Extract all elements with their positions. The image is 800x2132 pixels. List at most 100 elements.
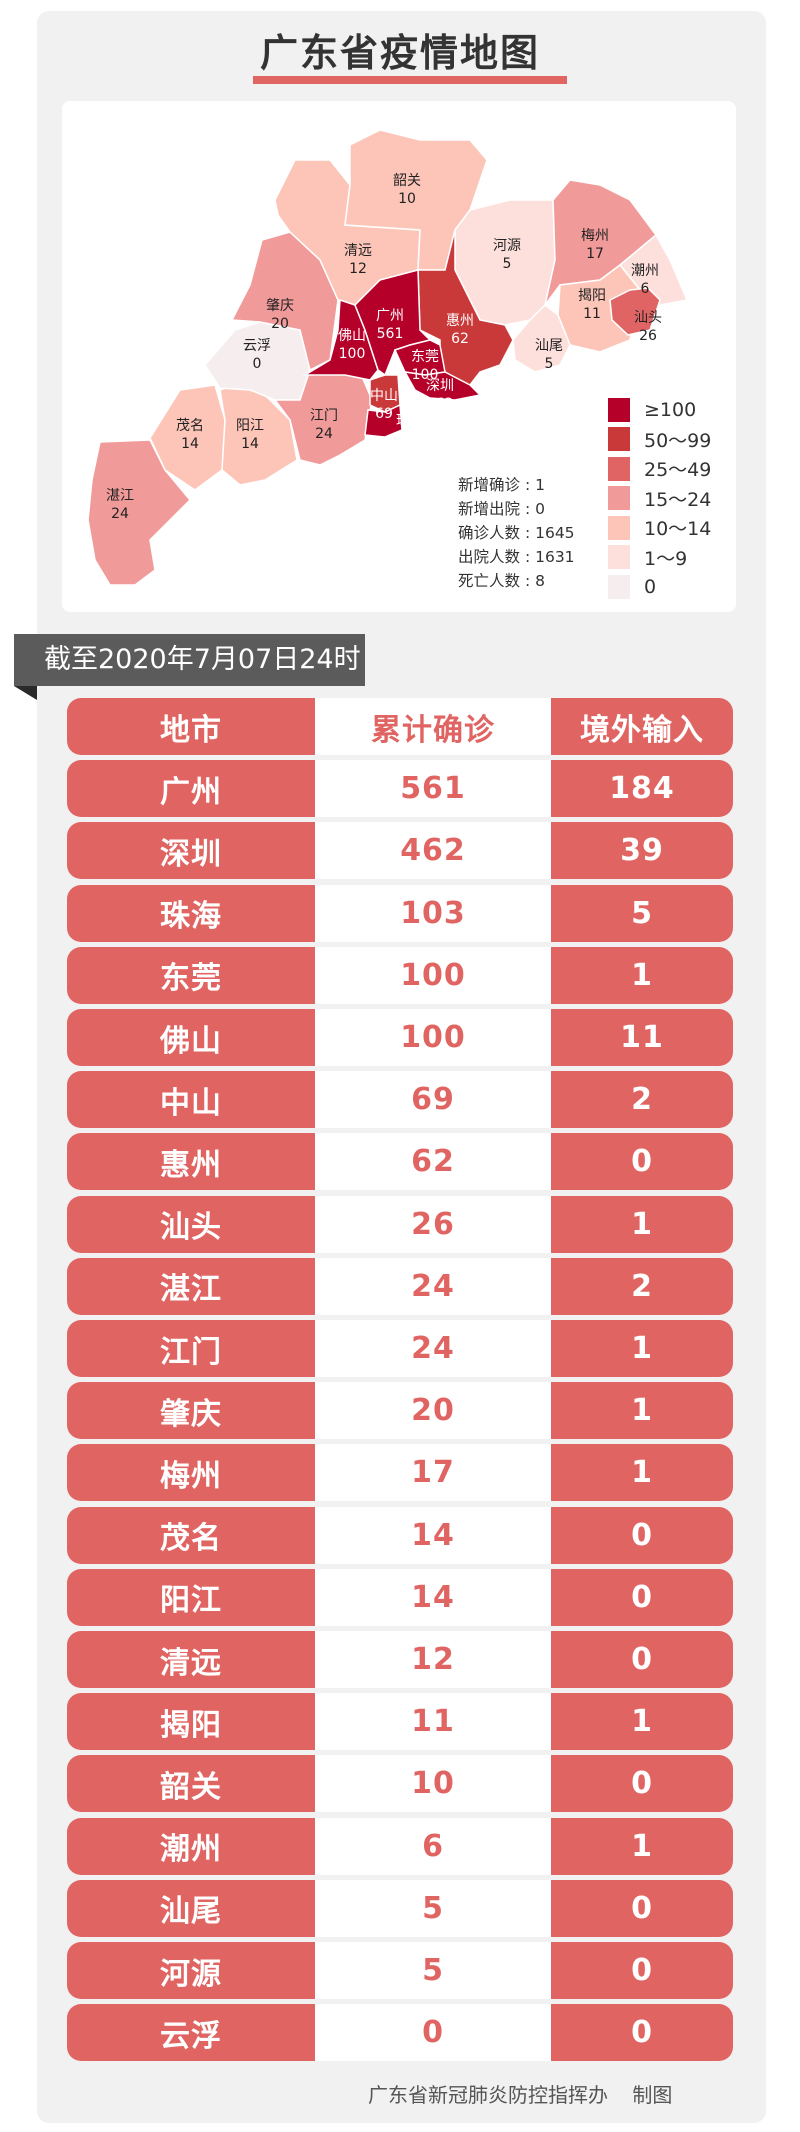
- stat-line: 死亡人数 : 8: [458, 572, 545, 590]
- map-region: [364, 403, 403, 438]
- city-cell: 佛山: [67, 1009, 315, 1066]
- title-underline: [253, 76, 567, 84]
- confirmed-cell: 24: [315, 1320, 551, 1377]
- table-header: 地市 累计确诊 境外输入: [67, 698, 733, 755]
- legend-item: 25～49: [608, 454, 711, 484]
- stat-label: 确诊人数: [458, 524, 521, 542]
- stat-value: 8: [535, 572, 545, 590]
- stat-label: 死亡人数: [458, 572, 521, 590]
- header-confirmed-cell: 累计确诊: [315, 698, 551, 755]
- legend-item: 10～14: [608, 513, 711, 543]
- city-cell: 珠海: [67, 884, 315, 942]
- stat-label: 新增确诊: [458, 476, 521, 494]
- imported-cell: 1: [551, 1320, 733, 1377]
- confirmed-cell: 62: [315, 1133, 551, 1191]
- imported-cell: 1: [551, 1195, 733, 1253]
- map-region-name: 中山: [370, 388, 398, 404]
- banner-fold: [14, 686, 37, 700]
- legend-swatch: [608, 427, 630, 452]
- imported-cell: 0: [551, 1133, 733, 1191]
- confirmed-cell: 5: [315, 1942, 551, 1999]
- map-region-name: 东莞: [411, 349, 439, 365]
- confirmed-cell: 100: [315, 946, 551, 1004]
- table-row: 河源 5 0: [67, 1942, 733, 1999]
- confirmed-cell: 12: [315, 1631, 551, 1688]
- header-city-cell: 地市: [67, 698, 315, 755]
- map-region-name: 云浮: [243, 338, 271, 354]
- table-row: 阳江 14 0: [67, 1568, 733, 1626]
- map-region-name: 汕头: [634, 310, 662, 326]
- city-cell: 茂名: [67, 1506, 315, 1564]
- city-cell: 揭阳: [67, 1693, 315, 1751]
- table-row: 中山 69 2: [67, 1071, 733, 1129]
- confirmed-cell: 14: [315, 1568, 551, 1626]
- map-region-name: 深圳: [426, 378, 454, 394]
- table-row: 清远 12 0: [67, 1631, 733, 1688]
- map-region: [512, 304, 571, 373]
- city-cell: 潮州: [67, 1817, 315, 1875]
- table-row: 湛江 24 2: [67, 1257, 733, 1315]
- confirmed-cell: 14: [315, 1506, 551, 1564]
- map-region-name: 潮州: [631, 263, 659, 279]
- map-region-name: 揭阳: [578, 288, 606, 304]
- header-imported-cell: 境外输入: [551, 698, 733, 755]
- map-region-name: 梅州: [581, 228, 609, 244]
- map-region-value: 103: [397, 431, 424, 447]
- stat-label: 出院人数: [458, 548, 521, 566]
- confirmed-cell: 100: [315, 1009, 551, 1066]
- map-region-value: 561: [377, 326, 404, 342]
- map-region-name: 惠州: [446, 313, 474, 329]
- table-row: 深圳 462 39: [67, 822, 733, 880]
- imported-cell: 1: [551, 1444, 733, 1502]
- city-cell: 肇庆: [67, 1382, 315, 1440]
- stat-line: 确诊人数 : 1645: [458, 524, 575, 542]
- map-region-value: 62: [451, 331, 469, 347]
- confirmed-cell: 103: [315, 884, 551, 942]
- map-region-value: 12: [349, 261, 367, 277]
- city-cell: 清远: [67, 1631, 315, 1688]
- confirmed-cell: 6: [315, 1817, 551, 1875]
- stats-summary: 新增确诊 : 1 新增出院 : 0 确诊人数 : 1645 出院人数 : 1631 死亡…: [458, 473, 575, 593]
- map-region-value: 462: [427, 396, 454, 412]
- imported-cell: 1: [551, 1817, 733, 1875]
- footer-credit: 广东省新冠肺炎防控指挥办 制图: [368, 2083, 673, 2107]
- map-region-value: 69: [375, 406, 393, 422]
- table-row: 江门 24 1: [67, 1320, 733, 1377]
- confirmed-cell: 561: [315, 760, 551, 818]
- legend-item: 15～24: [608, 484, 711, 514]
- imported-cell: 0: [551, 1879, 733, 1937]
- legend-item: 50～99: [608, 425, 711, 455]
- confirmed-cell: 10: [315, 1755, 551, 1813]
- legend-label: 1～9: [644, 547, 688, 570]
- imported-cell: 5: [551, 884, 733, 942]
- legend-label: ≥100: [644, 398, 697, 421]
- map-region-value: 100: [412, 367, 439, 383]
- map-region-value: 14: [181, 436, 199, 452]
- map-region: [403, 371, 482, 401]
- map-region-value: 0: [253, 356, 262, 372]
- confirmed-cell: 69: [315, 1071, 551, 1129]
- map-region-name: 佛山: [338, 328, 366, 344]
- table-row: 茂名 14 0: [67, 1506, 733, 1564]
- map-region-name: 清远: [344, 243, 372, 259]
- legend-label: 50～99: [644, 429, 712, 452]
- map-region-value: 17: [586, 246, 604, 262]
- map-region-value: 6: [641, 281, 650, 297]
- city-cell: 江门: [67, 1320, 315, 1377]
- table-row: 广州 561 184: [67, 760, 733, 818]
- table-row: 汕头 26 1: [67, 1195, 733, 1253]
- city-cell: 河源: [67, 1942, 315, 1999]
- city-cell: 东莞: [67, 946, 315, 1004]
- stat-label: 新增出院: [458, 500, 521, 518]
- map-region-value: 11: [583, 306, 601, 322]
- table-row: 佛山 100 11: [67, 1009, 733, 1066]
- city-cell: 汕尾: [67, 1879, 315, 1937]
- city-cell: 湛江: [67, 1257, 315, 1315]
- city-cell: 梅州: [67, 1444, 315, 1502]
- table-row: 云浮 0 0: [67, 2004, 733, 2062]
- legend-swatch: [608, 515, 630, 540]
- imported-cell: 11: [551, 1009, 733, 1066]
- map-region-value: 20: [271, 316, 289, 332]
- legend-label: 15～24: [644, 488, 712, 511]
- imported-cell: 1: [551, 946, 733, 1004]
